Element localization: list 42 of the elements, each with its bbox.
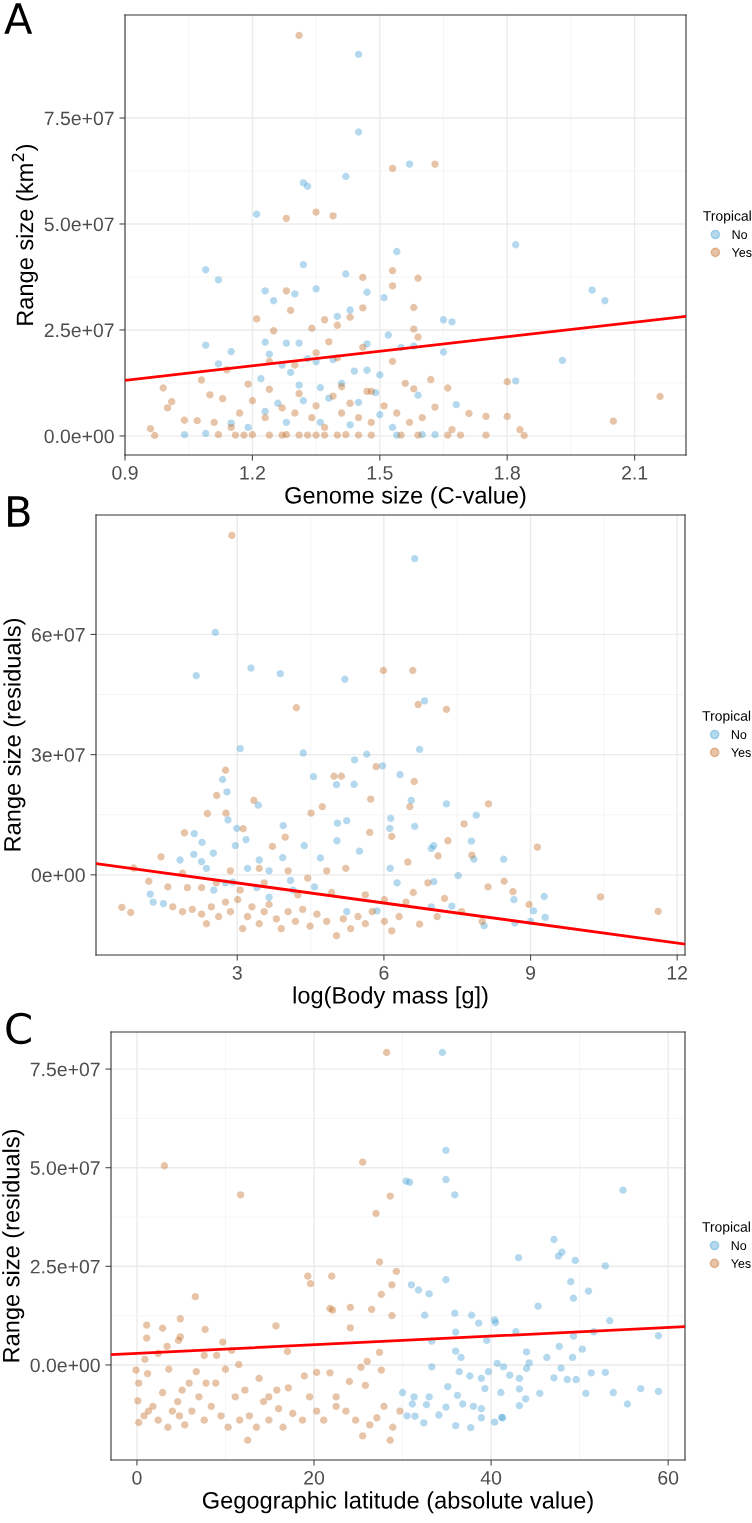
x-tick-label: 9: [526, 965, 536, 980]
x-tick-label: 0: [132, 1470, 142, 1485]
legend-label: No: [732, 230, 748, 239]
legend-title: Tropical: [702, 710, 751, 724]
y-tick-label: 7.5e+07: [44, 111, 114, 126]
y-tick-label: 0e+00: [31, 868, 85, 883]
text: A: [4, 3, 33, 34]
y-tick-label: 2.5e+07: [44, 323, 114, 338]
y-axis-title: Range size (km$^{2}$): [11, 144, 38, 325]
y-axis-title: Range size (residuals): [2, 1130, 25, 1362]
y-tick-label: 5.0e+07: [30, 1161, 100, 1175]
x-tick-label: 2.1: [622, 465, 648, 480]
x-tick-label: 20: [304, 1470, 325, 1485]
y-tick-label: 0.0e+00: [30, 1358, 100, 1373]
text: B: [8, 496, 30, 527]
text: C: [6, 1012, 31, 1045]
y-tick-label: 2.5e+07: [30, 1259, 100, 1274]
legend-title: Tropical: [703, 210, 751, 224]
x-axis-title: log(Body mass [g]): [293, 986, 488, 1009]
x-tick-label: 1.2: [240, 465, 265, 480]
x-tick-label: 1.5: [367, 466, 393, 480]
y-tick-label: 7.5e+07: [30, 1062, 100, 1077]
x-tick-label: 40: [480, 1470, 502, 1485]
x-axis-title: Gegographic latitude (absolute value): [202, 1491, 593, 1514]
y-tick-label: 6e+07: [31, 627, 85, 642]
y-tick-label: 3e+07: [31, 748, 85, 762]
x-tick-label: 6: [379, 965, 389, 980]
y-axis-title: Range size (residuals): [3, 619, 26, 851]
legend-label: No: [731, 1241, 747, 1250]
legend-title: Tropical: [702, 1221, 750, 1235]
y-tick-label: 0.0e+00: [44, 429, 114, 444]
x-tick-label: 12: [667, 965, 688, 980]
x-axis-title: Genome size (C-value): [285, 486, 526, 509]
x-tick-label: 1.8: [495, 465, 520, 480]
x-tick-label: 60: [658, 1470, 679, 1485]
x-tick-label: 0.9: [112, 465, 138, 480]
y-tick-label: 5.0e+07: [44, 217, 114, 232]
legend-label: Yes: [731, 748, 751, 757]
legend-label: Yes: [731, 1259, 751, 1268]
x-tick-label: 3: [232, 965, 242, 980]
legend-label: No: [731, 730, 747, 739]
legend-label: Yes: [731, 248, 752, 257]
